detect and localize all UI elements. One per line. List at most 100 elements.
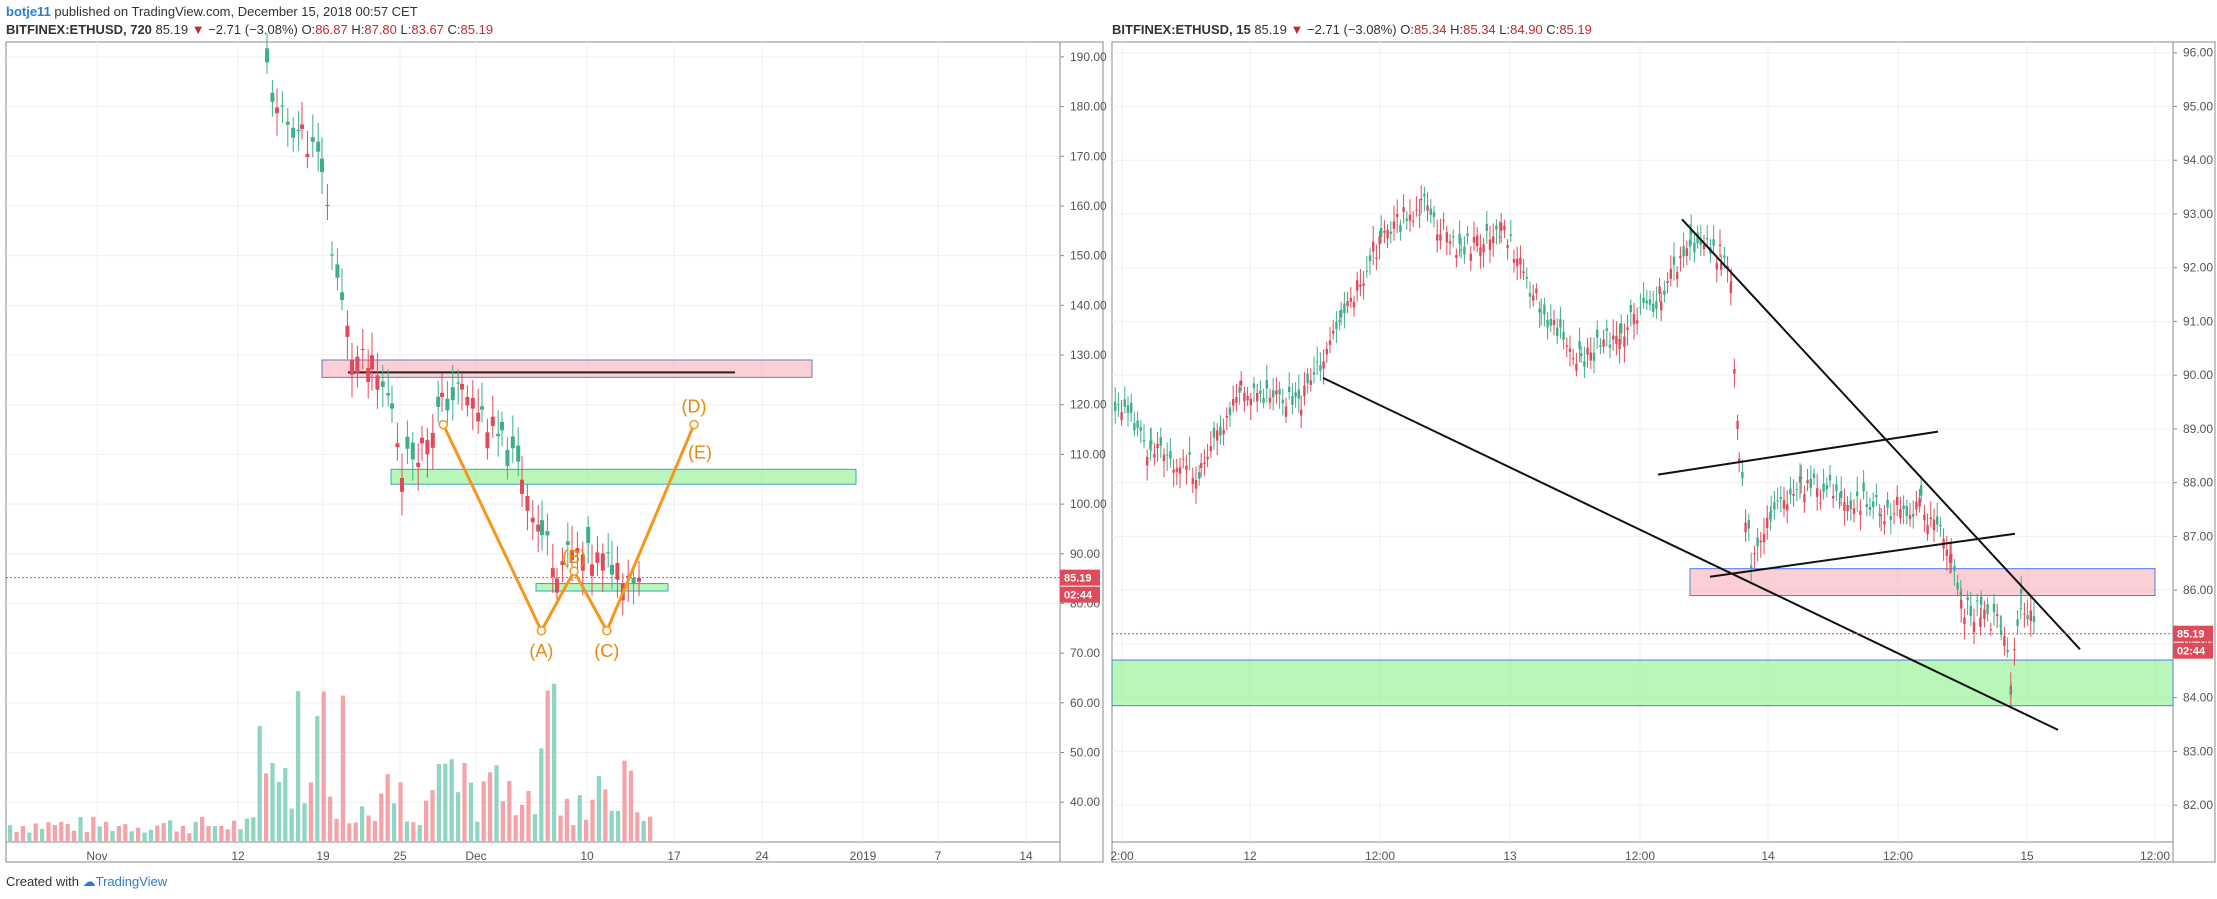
y-tick-label: 90.00 <box>2183 368 2213 382</box>
left-symbol[interactable]: BITFINEX:ETHUSD, 720 <box>6 22 152 37</box>
candle-body <box>1175 468 1178 472</box>
candle-body <box>1316 361 1319 363</box>
candle-body <box>1899 508 1902 519</box>
candle-body <box>516 445 521 462</box>
candle-body <box>1383 231 1386 233</box>
candle-body <box>1532 295 1535 301</box>
candle-body <box>1986 604 1989 615</box>
candle-body <box>1688 239 1692 247</box>
candle-body <box>2032 615 2036 623</box>
candle-body <box>1114 401 1117 412</box>
volume-bar <box>411 822 416 842</box>
candle-body <box>1506 245 1509 248</box>
timer-tag-label: 02:44 <box>2177 646 2206 658</box>
pattern-point <box>536 626 547 636</box>
volume-bar <box>78 817 83 842</box>
right-open: 85.34 <box>1413 22 1447 37</box>
candle-body <box>1294 392 1297 397</box>
author-link[interactable]: botje11 <box>6 4 51 19</box>
candle-body <box>1800 477 1803 479</box>
candle-body <box>1500 222 1503 231</box>
candle-body <box>1368 255 1372 262</box>
candle-body <box>1920 485 1923 496</box>
candle-body <box>1178 467 1182 474</box>
candle-body <box>270 92 275 102</box>
volume-bar <box>219 825 224 842</box>
volume-bar <box>8 825 13 842</box>
candle-body <box>1153 453 1156 458</box>
candle-body <box>590 564 594 576</box>
candle-body <box>1423 193 1426 197</box>
tradingview-link[interactable]: TradingView <box>95 874 168 889</box>
candle-body <box>1396 214 1399 217</box>
candle-body <box>1648 299 1652 305</box>
x-tick-label: Dec <box>465 849 486 863</box>
candle-body <box>1816 488 1819 497</box>
candle-body <box>1738 458 1741 464</box>
footer-created: Created with <box>6 874 79 889</box>
candle-body <box>1338 320 1341 322</box>
right-close: 85.19 <box>1559 22 1592 37</box>
volume-bar <box>276 781 281 842</box>
candle-body <box>1139 426 1142 431</box>
candle-body <box>1575 363 1578 371</box>
candle-body <box>1612 335 1615 340</box>
candle-body <box>2013 649 2016 651</box>
right-symbol[interactable]: BITFINEX:ETHUSD, 15 <box>1112 22 1251 37</box>
volume-bar <box>340 695 345 842</box>
y-tick-label: 110.00 <box>1070 447 1106 461</box>
candle-body <box>1875 494 1878 498</box>
candle-body <box>1219 426 1222 436</box>
left-high: 87.80 <box>364 22 397 37</box>
volume-bar <box>123 824 128 842</box>
volume-bar <box>20 826 25 842</box>
candle-body <box>1578 340 1581 350</box>
candle-body <box>1476 235 1479 247</box>
candle-body <box>1556 327 1559 336</box>
volume-bar <box>468 782 473 842</box>
x-tick-label: 14 <box>1019 849 1033 863</box>
candle-body <box>1356 280 1359 291</box>
candle-body <box>450 387 455 401</box>
candle-body <box>1572 357 1575 360</box>
trendline <box>1709 532 2016 578</box>
candle-body <box>1769 512 1772 520</box>
volume-bar <box>65 823 70 842</box>
candle-body <box>580 554 585 571</box>
left-symbol-line: BITFINEX:ETHUSD, 720 85.19 ▼ −2.71 (−3.0… <box>6 22 494 37</box>
y-tick-label: 87.00 <box>2183 529 2213 543</box>
timer-tag-bg <box>1060 586 1100 603</box>
volume-bar <box>628 770 633 842</box>
candle-body <box>1838 502 1841 504</box>
y-tick-label: 50.00 <box>1070 746 1100 760</box>
candle-body <box>1512 258 1516 263</box>
right-symbol-line: BITFINEX:ETHUSD, 15 85.19 ▼ −2.71 (−3.08… <box>1112 22 1592 37</box>
footer: Created with ☁TradingView <box>6 874 167 890</box>
volume-bar <box>494 765 499 842</box>
candle-body <box>1762 533 1766 543</box>
pattern-point <box>569 566 579 576</box>
candle-body <box>1615 335 1618 345</box>
candle-body <box>1185 465 1188 471</box>
candle-body <box>296 129 301 132</box>
candle-body <box>1235 396 1238 403</box>
candle-body <box>1169 451 1172 459</box>
candle-body <box>1216 430 1219 441</box>
candle-body <box>606 552 611 554</box>
candle-body <box>600 553 605 571</box>
candle-body <box>1256 393 1259 402</box>
candle-body <box>1265 380 1268 389</box>
candle-body <box>555 578 559 593</box>
volume-bar <box>193 821 198 842</box>
volume-bar <box>206 826 211 842</box>
candle-body <box>386 393 391 396</box>
volume-bar <box>296 691 301 842</box>
x-tick-label: 12 <box>1243 849 1257 863</box>
candle-body <box>1806 480 1809 484</box>
candle-body <box>456 382 461 384</box>
volume-bar <box>200 816 205 842</box>
volume-bar <box>155 825 160 842</box>
volume-bar <box>500 801 505 842</box>
candle-body <box>1562 331 1565 340</box>
